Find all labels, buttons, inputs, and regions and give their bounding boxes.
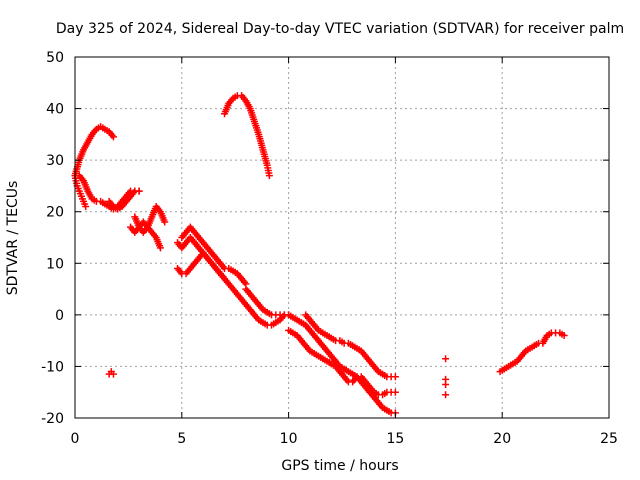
y-tick-label: 20 — [46, 205, 64, 221]
x-tick-label: 20 — [493, 431, 511, 447]
series-isolated-early — [105, 368, 117, 378]
series-track-midday-3 — [302, 311, 399, 381]
x-tick-label: 10 — [280, 431, 298, 447]
x-tick-label: 25 — [600, 431, 618, 447]
data-point — [221, 275, 229, 283]
axis-ticks: 0 5 10 15 20 25 -20 -10 0 10 20 30 40 50 — [41, 50, 618, 447]
data-point — [156, 244, 164, 252]
series-track-midday-2 — [285, 326, 399, 399]
y-tick-label: -20 — [41, 411, 64, 427]
data-point — [560, 331, 568, 339]
series-track-early-3 — [105, 187, 143, 213]
x-axis-label: GPS time / hours — [281, 458, 398, 474]
data-point — [135, 187, 143, 195]
plot-frame — [74, 56, 610, 419]
series-track-morning-3 — [178, 223, 250, 288]
series-track-midday-1 — [242, 285, 399, 417]
data-points — [71, 92, 568, 417]
y-tick-label: 40 — [46, 102, 64, 118]
chart-title: Day 325 of 2024, Sidereal Day-to-day VTE… — [56, 21, 624, 37]
y-tick-label: 30 — [46, 153, 64, 169]
y-axis-label: SDTVAR / TECUs — [5, 181, 21, 296]
data-point — [391, 388, 399, 396]
series-track-morning-1 — [131, 203, 169, 236]
x-tick-label: 0 — [71, 431, 80, 447]
data-point — [442, 355, 450, 363]
data-point — [109, 370, 117, 378]
series-track-evening — [496, 329, 568, 376]
data-point — [161, 218, 169, 226]
series-track-afternoon-arc — [221, 92, 273, 180]
data-point — [442, 380, 450, 388]
data-point — [391, 373, 399, 381]
series-isolated-17h — [442, 355, 450, 399]
data-point — [442, 391, 450, 399]
y-tick-label: 0 — [55, 308, 64, 324]
series-track-rise-peak — [71, 123, 117, 180]
data-point — [109, 133, 117, 141]
series-track-morning-5 — [174, 249, 229, 283]
y-tick-label: 10 — [46, 256, 64, 272]
x-tick-label: 15 — [386, 431, 404, 447]
y-tick-label: 50 — [46, 50, 64, 66]
data-point — [82, 203, 90, 211]
x-tick-label: 5 — [177, 431, 186, 447]
series-track-early-1 — [71, 172, 90, 211]
data-point — [265, 172, 273, 180]
y-tick-label: -10 — [41, 359, 64, 375]
series-track-morning-2 — [127, 218, 164, 252]
